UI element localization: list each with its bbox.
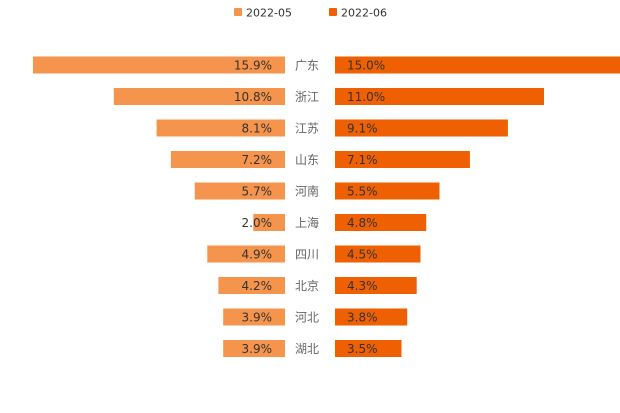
bar-2022-05-7 — [207, 245, 285, 263]
category-label-7: 四川 — [295, 248, 319, 262]
bar-2022-06-3 — [335, 119, 508, 137]
bar-2022-05-9 — [223, 308, 285, 326]
bar-2022-05-8 — [218, 277, 285, 294]
bar-2022-05-3 — [156, 119, 285, 137]
bar-2022-05-2 — [113, 88, 285, 105]
value-label-2022-05-9: 3.9% — [242, 311, 273, 325]
value-label-2022-06-4: 7.1% — [347, 153, 378, 167]
bar-2022-05-6 — [253, 214, 285, 231]
category-label-4: 山东 — [295, 153, 319, 167]
bar-2022-05-4 — [170, 151, 285, 168]
value-label-2022-05-10: 3.9% — [242, 342, 273, 356]
bar-2022-05-5 — [194, 182, 285, 200]
legend-label-series-1: 2022-05 — [246, 7, 292, 20]
category-label-10: 湖北 — [295, 341, 319, 356]
series-2022-06-bars — [335, 56, 620, 357]
value-label-2022-06-10: 3.5% — [347, 342, 378, 356]
category-label-2: 浙江 — [295, 90, 319, 104]
value-label-2022-05-6: 2.0% — [242, 216, 273, 230]
value-label-2022-05-4: 7.2% — [242, 153, 273, 167]
category-label-6: 上海 — [295, 215, 319, 230]
bar-2022-05-1 — [33, 56, 285, 74]
bar-2022-06-6 — [335, 214, 427, 231]
value-label-2022-05-8: 4.2% — [242, 279, 273, 293]
category-label-9: 河北 — [295, 311, 319, 325]
bar-2022-05-10 — [223, 340, 285, 357]
value-label-2022-05-2: 10.8% — [234, 90, 272, 104]
legend-swatch-series-2 — [329, 8, 337, 16]
value-label-2022-06-5: 5.5% — [347, 185, 378, 199]
bar-2022-06-1 — [335, 56, 620, 74]
value-label-2022-05-1: 15.9% — [234, 59, 272, 73]
value-label-2022-06-3: 9.1% — [347, 122, 378, 136]
series-2022-05-bars — [33, 56, 285, 357]
value-label-2022-06-2: 11.0% — [347, 90, 385, 104]
category-label-3: 江苏 — [295, 122, 319, 136]
legend-swatch-series-1 — [234, 8, 242, 16]
bar-2022-06-5 — [335, 182, 440, 200]
value-label-2022-05-7: 4.9% — [242, 248, 273, 262]
value-label-2022-06-6: 4.8% — [347, 216, 378, 230]
value-label-2022-05-5: 5.7% — [242, 185, 273, 199]
value-label-2022-06-1: 15.0% — [347, 59, 385, 73]
category-label-5: 河南 — [295, 184, 319, 199]
value-label-2022-06-7: 4.5% — [347, 248, 378, 262]
value-label-2022-05-3: 8.1% — [242, 122, 273, 136]
legend: 2022-05 2022-06 — [234, 7, 387, 20]
bar-2022-06-8 — [335, 277, 417, 294]
bar-2022-06-10 — [335, 340, 402, 357]
bar-2022-06-9 — [335, 308, 408, 326]
bar-2022-06-2 — [335, 88, 544, 105]
value-labels: 15.9% 15.0% 10.8% 11.0% 8.1% 9.1% 7.2% 7.1% 5.7%… — [234, 59, 385, 357]
category-label-1: 广东 — [295, 59, 319, 73]
bar-2022-06-4 — [335, 151, 470, 168]
value-label-2022-06-9: 3.8% — [347, 311, 378, 325]
category-label-8: 北京 — [295, 279, 319, 293]
bar-2022-06-7 — [335, 245, 421, 263]
legend-label-series-2: 2022-06 — [341, 7, 387, 20]
value-label-2022-06-8: 4.3% — [347, 279, 378, 293]
